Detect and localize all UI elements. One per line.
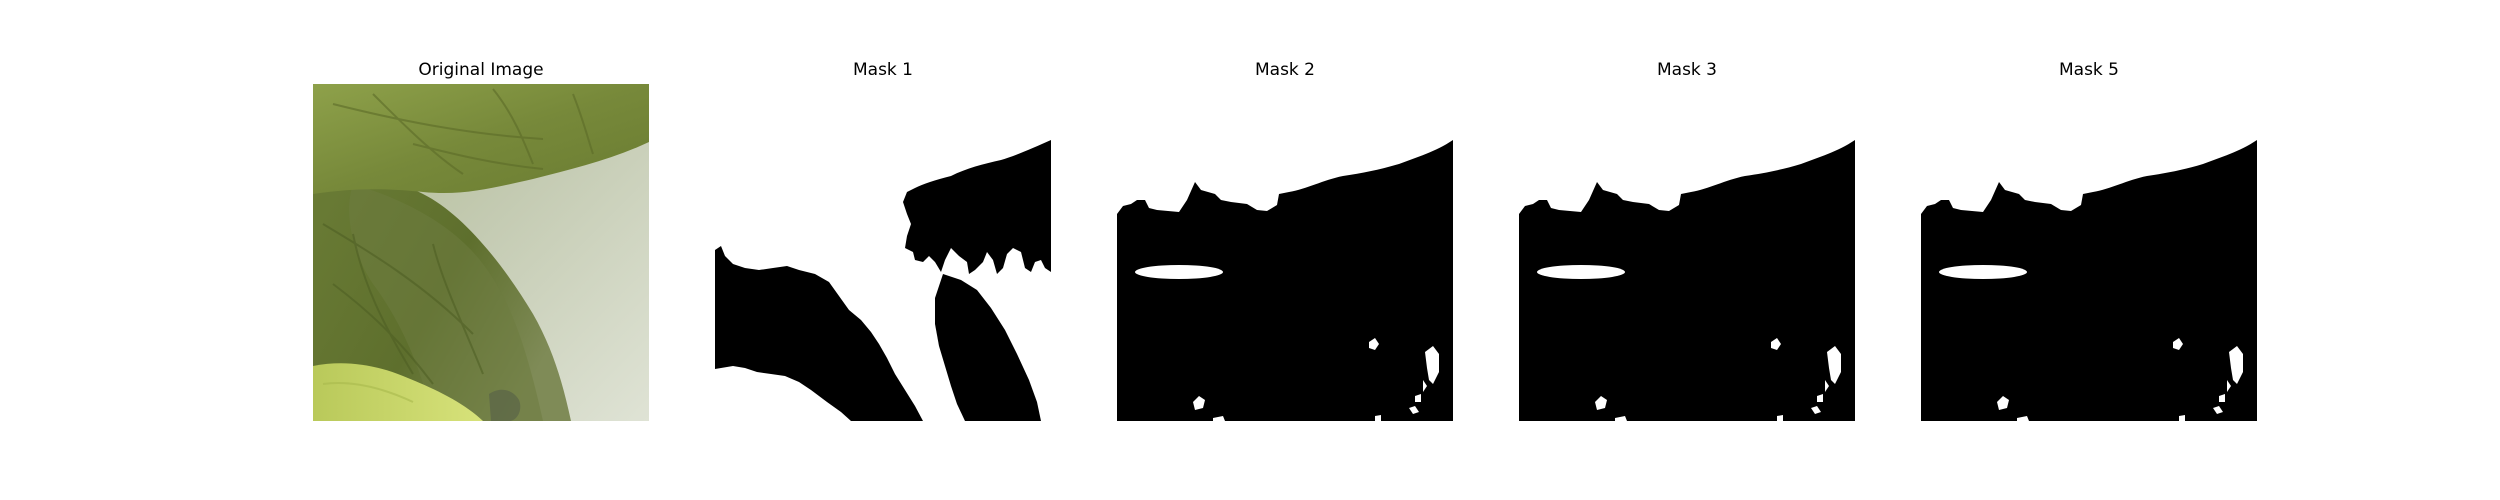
mask-5-image (1921, 84, 2257, 421)
original-image (313, 84, 649, 421)
mask-1-title: Mask 1 (852, 60, 913, 80)
mask-5-title: Mask 5 (2058, 60, 2119, 80)
mask-2-title: Mask 2 (1254, 60, 1315, 80)
original-image-title: Original Image (418, 60, 544, 80)
mask-3-image (1519, 84, 1855, 421)
mask-2-image (1117, 84, 1453, 421)
mask-1-image (715, 84, 1051, 421)
mask-3-title: Mask 3 (1656, 60, 1717, 80)
